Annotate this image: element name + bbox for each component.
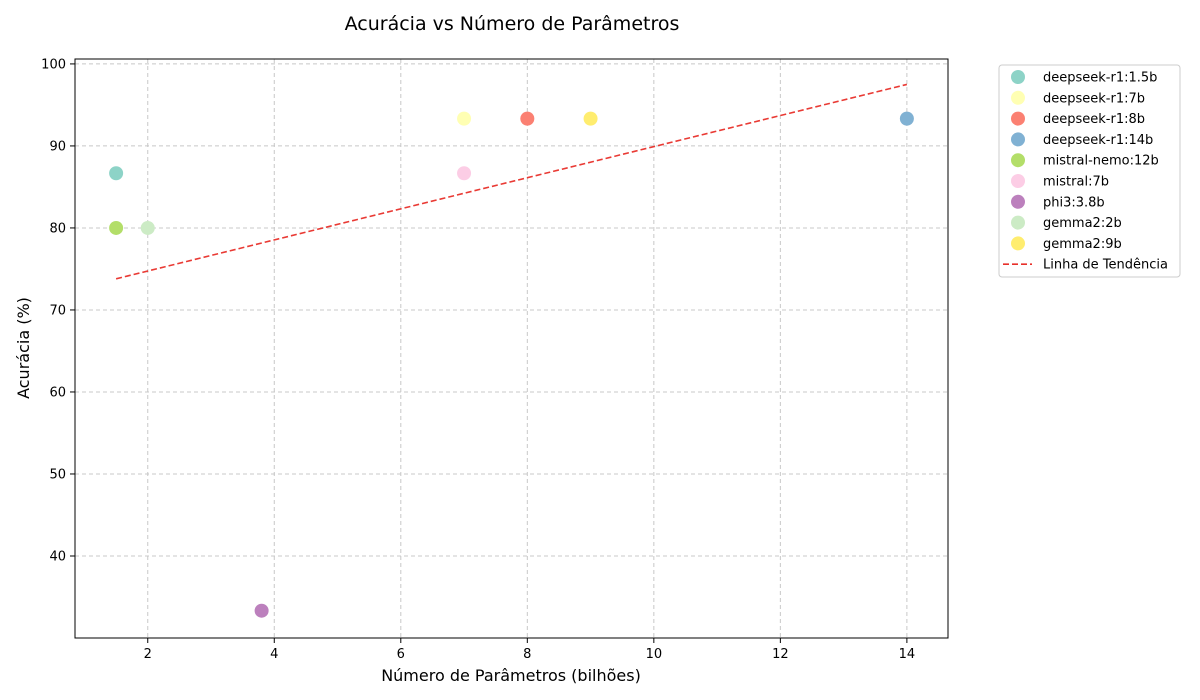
legend-marker-mistral-nemo:12b [1011,153,1025,168]
x-tick-label: 12 [772,647,789,662]
trend-layer [115,83,908,280]
x-tick-label: 8 [523,647,531,662]
point-mistral:7b [457,166,472,181]
legend-label: mistral:7b [1043,175,1109,190]
x-tick-label: 6 [397,647,405,662]
legend-label: Linha de Tendência [1043,258,1168,273]
grid-layer [75,59,948,638]
y-axis-ticks: 40 50 60 70 80 90 100 [41,57,75,564]
y-tick-label: 40 [49,549,66,564]
point-deepseek-r1:7b [457,111,472,126]
x-axis-ticks: 2 4 6 8 10 12 14 [144,638,916,662]
y-tick-label: 60 [49,385,66,400]
legend-label: deepseek-r1:1.5b [1043,71,1157,86]
legend-label: deepseek-r1:8b [1043,112,1145,127]
x-tick-label: 2 [144,647,152,662]
y-tick-label: 90 [49,139,66,154]
legend-marker-deepseek-r1:8b [1011,111,1025,126]
point-phi3:3.8b [254,603,269,618]
y-tick-label: 50 [49,467,66,482]
points-layer [109,111,914,618]
chart-title: Acurácia vs Número de Parâmetros [345,13,680,35]
plot-frame [74,58,949,639]
point-deepseek-r1:1.5b [109,166,124,181]
legend-marker-phi3:3.8b [1011,194,1025,209]
trend-line [115,83,908,280]
x-tick-label: 10 [646,647,663,662]
legend-marker-deepseek-r1:14b [1011,132,1025,147]
legend-marker-gemma2:2b [1011,215,1025,230]
y-tick-label: 100 [41,57,66,72]
legend-label: deepseek-r1:14b [1043,133,1153,148]
legend-label: gemma2:9b [1043,237,1122,252]
y-axis-title: Acurácia (%) [14,297,33,399]
legend-label: deepseek-r1:7b [1043,91,1145,106]
legend-label: gemma2:2b [1043,216,1122,231]
point-deepseek-r1:14b [899,111,914,126]
legend-marker-mistral:7b [1011,174,1025,188]
y-tick-label: 70 [49,303,66,318]
legend: deepseek-r1:1.5b deepseek-r1:7b deepseek-r… [998,64,1181,278]
legend-marker-gemma2:9b [1011,236,1025,251]
legend-label: phi3:3.8b [1043,195,1105,210]
point-gemma2:2b [140,220,155,235]
legend-box [998,64,1181,278]
x-axis-title: Número de Parâmetros (bilhões) [381,666,641,685]
legend-label: mistral-nemo:12b [1043,154,1159,169]
y-tick-label: 80 [49,221,66,236]
x-tick-label: 4 [270,647,278,662]
legend-marker-deepseek-r1:1.5b [1011,70,1025,84]
point-gemma2:9b [583,111,598,126]
point-mistral-nemo:12b [109,220,124,235]
x-tick-label: 14 [899,647,916,662]
legend-items: deepseek-r1:1.5b deepseek-r1:7b deepseek-r… [1003,70,1168,273]
point-deepseek-r1:8b [520,111,535,126]
legend-marker-deepseek-r1:7b [1011,90,1025,105]
